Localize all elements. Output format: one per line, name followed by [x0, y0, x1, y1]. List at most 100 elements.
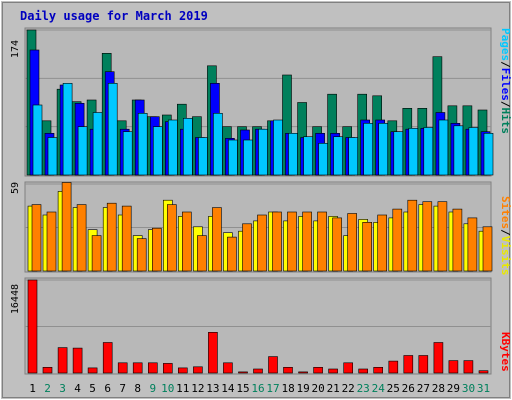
- bar-kbytes-day-4: [72, 347, 83, 374]
- bar-kbytes-day-15: [238, 371, 248, 374]
- chart-title: Daily usage for March 2019: [20, 9, 208, 23]
- legend-hits: Hits: [499, 108, 512, 135]
- bar-kbytes-day-29: [448, 360, 459, 374]
- bar-pages-day-18: [288, 133, 298, 176]
- bar-kbytes-day-30: [463, 360, 474, 374]
- bar-kbytes-day-18: [283, 366, 293, 374]
- bar-pages-day-20: [318, 143, 328, 176]
- bar-sites-day-10: [167, 204, 177, 272]
- bar-pages-day-22: [348, 137, 359, 176]
- bar-pages-day-25: [393, 131, 404, 176]
- bar-pages-day-8: [137, 113, 148, 176]
- x-label-day-1: 1: [29, 382, 36, 395]
- bar-pages-day-30: [468, 127, 479, 176]
- x-label-day-21: 21: [327, 382, 340, 395]
- bar-pages-day-2: [47, 137, 58, 176]
- bar-pages-day-24: [378, 123, 389, 176]
- bar-pages-day-13: [213, 113, 223, 176]
- bar-sites-day-17: [272, 211, 282, 272]
- bar-kbytes-day-7: [117, 362, 128, 374]
- bar-sites-day-28: [437, 201, 448, 272]
- x-label-day-2: 2: [44, 382, 51, 395]
- bar-sites-day-29: [452, 208, 463, 272]
- bar-kbytes-day-5: [87, 367, 98, 374]
- bar-kbytes-day-20: [313, 366, 323, 374]
- bars-layer: [26, 29, 494, 374]
- bar-pages-day-12: [198, 137, 208, 176]
- bar-kbytes-day-13: [208, 331, 218, 374]
- x-label-day-20: 20: [311, 382, 324, 395]
- bar-pages-day-4: [77, 126, 88, 176]
- bar-sites-day-11: [182, 211, 192, 272]
- bar-kbytes-day-28: [433, 342, 444, 374]
- bar-kbytes-day-3: [57, 347, 68, 374]
- x-label-day-16: 16: [251, 382, 264, 395]
- bar-sites-day-15: [242, 223, 252, 272]
- bar-pages-day-10: [168, 119, 178, 176]
- bar-sites-day-2: [46, 211, 57, 272]
- bar-sites-day-25: [392, 208, 403, 272]
- bar-pages-day-1: [32, 104, 43, 176]
- bar-kbytes-day-26: [403, 355, 414, 374]
- x-label-day-31: 31: [477, 382, 490, 395]
- legend-kbytes: KBytes: [499, 332, 512, 372]
- legend-sep-2: /: [499, 101, 512, 108]
- bar-kbytes-day-25: [388, 360, 399, 374]
- legend-sep-3: /: [499, 229, 512, 236]
- bar-sites-day-6: [106, 202, 117, 272]
- x-label-day-12: 12: [191, 382, 204, 395]
- bar-kbytes-day-14: [223, 362, 233, 374]
- bar-sites-day-21: [332, 217, 342, 272]
- x-label-day-3: 3: [59, 382, 66, 395]
- bar-kbytes-day-2: [42, 366, 53, 374]
- legend-files: Files: [499, 68, 512, 101]
- x-label-day-4: 4: [74, 382, 81, 395]
- bar-kbytes-day-24: [373, 366, 384, 374]
- bar-pages-day-27: [423, 127, 434, 176]
- bar-pages-day-15: [243, 139, 253, 176]
- bar-kbytes-day-9: [148, 362, 158, 374]
- bar-pages-day-21: [333, 136, 343, 176]
- ymax-label-visits: 59: [10, 182, 21, 194]
- bar-sites-day-24: [377, 214, 388, 272]
- legend-hits-files-pages: Pages/Files/Hits: [499, 28, 512, 134]
- x-label-day-13: 13: [206, 382, 219, 395]
- bar-sites-day-13: [212, 207, 222, 272]
- x-label-day-8: 8: [134, 382, 141, 395]
- bar-sites-day-19: [302, 211, 312, 272]
- x-label-day-24: 24: [372, 382, 386, 395]
- bar-pages-day-31: [483, 133, 494, 176]
- bar-pages-day-7: [122, 131, 133, 176]
- bar-pages-day-9: [153, 126, 163, 176]
- x-label-day-18: 18: [281, 382, 294, 395]
- bar-sites-day-20: [317, 211, 327, 272]
- bar-kbytes-day-31: [478, 370, 489, 374]
- x-label-day-30: 30: [462, 382, 475, 395]
- bar-pages-day-29: [453, 125, 464, 176]
- x-label-day-19: 19: [296, 382, 309, 395]
- bar-kbytes-day-17: [268, 356, 278, 374]
- x-label-day-22: 22: [342, 382, 355, 395]
- x-label-day-7: 7: [119, 382, 126, 395]
- bar-sites-day-3: [61, 182, 72, 272]
- x-label-day-27: 27: [417, 382, 430, 395]
- bar-pages-day-11: [183, 118, 193, 176]
- bar-kbytes-day-19: [298, 371, 308, 374]
- x-label-day-5: 5: [89, 382, 96, 395]
- bar-sites-day-16: [257, 214, 267, 272]
- x-axis-labels: 1 2 3 4 5 6 7 8 9 10 11 12 13 14 15 16 17 18 19 20 21 22 23 24 2…: [29, 382, 490, 395]
- bar-pages-day-23: [363, 123, 374, 176]
- bar-sites-day-14: [227, 236, 237, 272]
- bar-sites-day-5: [91, 235, 102, 272]
- x-label-day-29: 29: [447, 382, 460, 395]
- bar-pages-day-28: [438, 119, 449, 176]
- x-label-day-14: 14: [221, 382, 235, 395]
- legend-pages: Pages: [499, 28, 512, 61]
- x-label-day-23: 23: [357, 382, 370, 395]
- bar-sites-day-1: [31, 204, 42, 272]
- x-label-day-6: 6: [104, 382, 111, 395]
- bar-kbytes-day-1: [27, 279, 38, 374]
- legend-visits: Visits: [499, 236, 512, 276]
- bar-pages-day-5: [92, 112, 103, 176]
